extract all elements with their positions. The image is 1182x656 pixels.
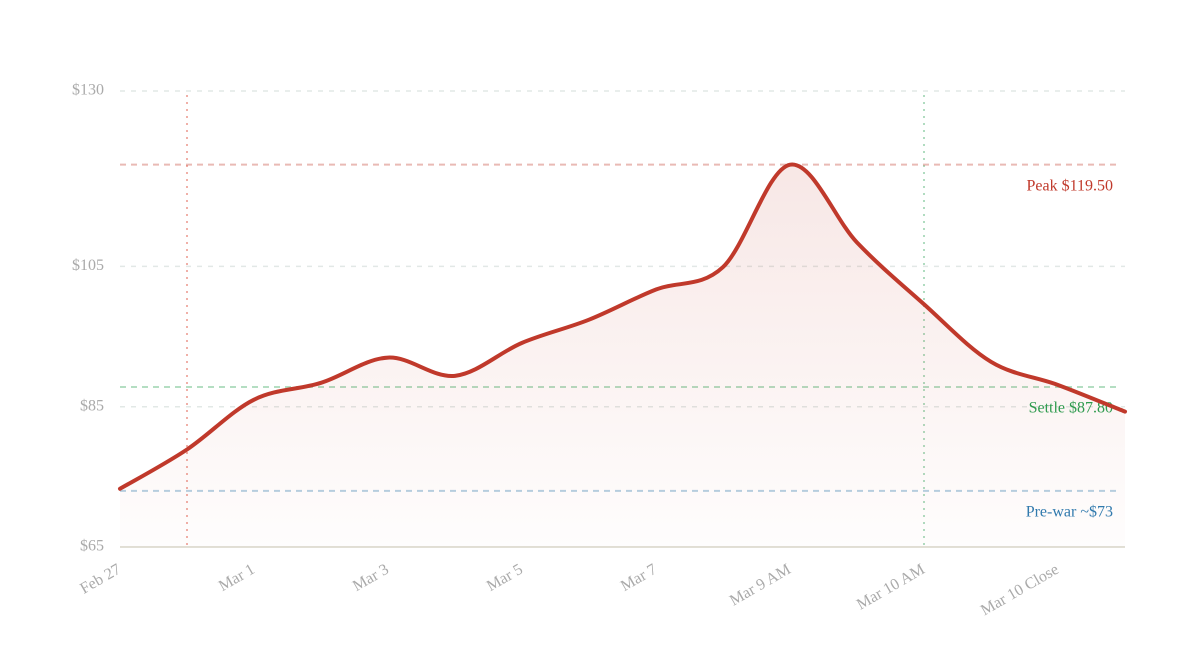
y-tick-label: $85 — [80, 397, 104, 414]
line — [118, 162, 1127, 491]
reference-label: Peak $119.50 — [1026, 177, 1113, 194]
area — [120, 164, 1125, 548]
x-tick-label: Mar 10 AM — [854, 561, 928, 614]
x-tick-label: Mar 7 — [618, 561, 660, 595]
y-tick-label: $105 — [72, 257, 104, 274]
x-tick-label: Mar 5 — [484, 561, 526, 595]
x-tick-label: Mar 9 AM — [727, 561, 794, 610]
x-tick-label: Mar 1 — [216, 561, 258, 595]
x-tick-label: Mar 3 — [350, 561, 392, 595]
y-tick-label: $65 — [80, 538, 104, 555]
x-tick-label: Feb 27 — [77, 561, 124, 598]
x-tick-label: Mar 10 Close — [978, 561, 1062, 619]
y-tick-label: $130 — [72, 82, 104, 99]
